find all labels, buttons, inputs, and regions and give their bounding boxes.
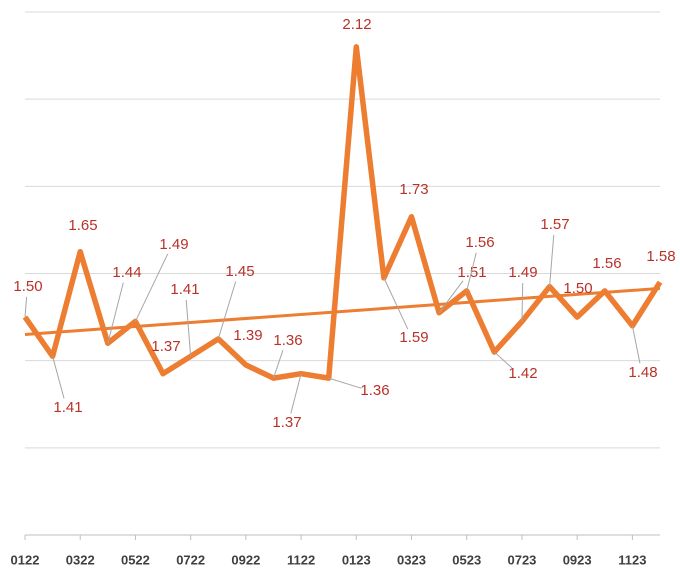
leader-line [185, 299, 192, 357]
data-label: 1.37 [151, 338, 180, 355]
x-tick-label: 0522 [121, 552, 150, 567]
data-label: 1.45 [225, 263, 254, 280]
leader-line [383, 277, 409, 330]
leader-line [328, 377, 362, 389]
data-label: 1.50 [563, 280, 592, 297]
data-label: 1.59 [399, 329, 428, 346]
data-label: 1.49 [159, 236, 188, 253]
x-tick-label: 1123 [618, 552, 646, 567]
data-label: 1.36 [360, 382, 389, 399]
data-label: 1.56 [592, 255, 621, 272]
data-label: 1.57 [540, 216, 569, 233]
leader-line [466, 252, 477, 292]
data-label: 1.37 [272, 414, 301, 431]
data-label: 1.44 [112, 264, 141, 281]
x-tick-label: 0122 [11, 552, 40, 567]
leader-line [52, 356, 65, 399]
data-label: 2.12 [342, 16, 371, 33]
data-label: 1.48 [628, 364, 657, 381]
x-tick-label: 0923 [563, 552, 592, 567]
x-tick-label: 0123 [342, 552, 371, 567]
series-line [22, 44, 663, 381]
leader-line [631, 325, 641, 364]
data-label: 1.36 [273, 332, 302, 349]
x-tick-label: 0323 [397, 552, 426, 567]
leader-line [521, 282, 524, 322]
data-label: 1.42 [508, 365, 537, 382]
data-label: 1.73 [399, 181, 428, 198]
data-label: 1.58 [646, 248, 675, 265]
x-tick-label: 1122 [287, 552, 315, 567]
leader-line [134, 253, 169, 322]
x-tick-label: 0723 [507, 552, 536, 567]
leader-line [290, 373, 302, 414]
data-label: 1.41 [170, 281, 199, 298]
leader-line [494, 351, 513, 369]
x-tick-label: 0722 [176, 552, 205, 567]
leader-line [549, 234, 555, 287]
leader-line [217, 281, 237, 340]
data-label: 1.65 [68, 217, 97, 234]
data-label: 1.56 [465, 234, 494, 251]
x-tick-label: 0922 [231, 552, 260, 567]
data-label: 1.51 [457, 264, 486, 281]
x-tick-label: 0523 [452, 552, 481, 567]
leader-line [24, 296, 28, 318]
data-label: 1.39 [233, 327, 262, 344]
data-label: 1.49 [508, 264, 537, 281]
x-tick-label: 0322 [66, 552, 95, 567]
leader-line [438, 280, 464, 314]
data-label: 1.41 [53, 399, 82, 416]
data-label: 1.50 [13, 278, 42, 295]
leader-line [273, 350, 284, 379]
leader-line [107, 282, 124, 344]
